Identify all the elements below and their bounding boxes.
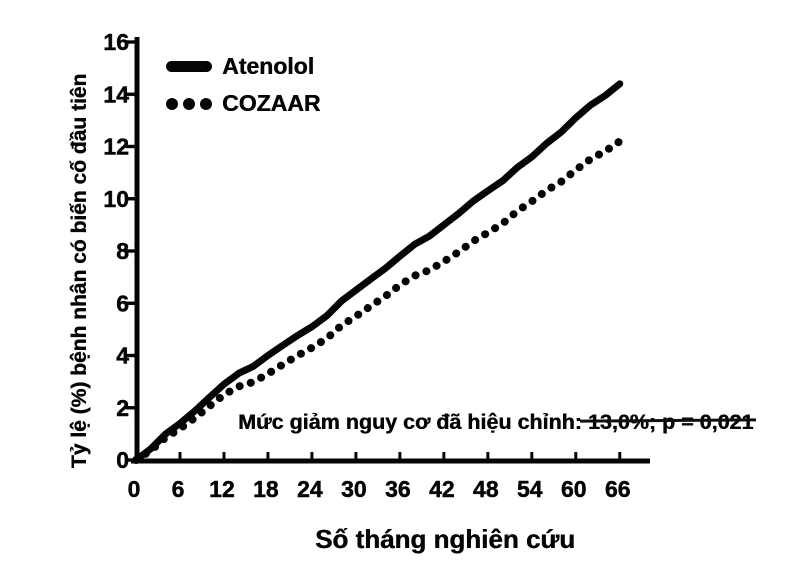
- y-axis-title: Tỷ lệ (%) bệnh nhân có biến cố đầu tiên: [68, 73, 91, 469]
- x-tick-label: 60: [561, 476, 587, 502]
- legend-label-atenolol: Atenolol: [222, 53, 314, 79]
- series-line-atenolol: [132, 80, 624, 464]
- cozaar-dotted-line-swatch: [166, 97, 212, 110]
- y-tick-label: 4: [116, 343, 129, 369]
- legend: Atenolol COZAAR: [166, 48, 320, 122]
- y-tick-label: 0: [116, 447, 129, 473]
- x-tick-label: 12: [209, 476, 235, 502]
- x-tick-label: 18: [253, 476, 279, 502]
- x-tick-label: 6: [172, 476, 185, 502]
- x-axis-title: Số tháng nghiên cứu: [314, 524, 576, 554]
- risk-reduction-annotation: Mức giảm nguy cơ đã hiệu chỉnh: 13,0%; p…: [238, 410, 753, 435]
- x-tick-label: 30: [341, 476, 367, 502]
- y-tick-label: 6: [116, 290, 129, 316]
- y-tick-label: 16: [103, 29, 129, 55]
- y-tick-label: 8: [116, 238, 129, 264]
- x-tick-label: 24: [297, 476, 323, 502]
- x-tick-label: 0: [128, 476, 141, 502]
- atenolol-solid-line-swatch: [166, 61, 212, 72]
- y-tick-label: 12: [103, 134, 129, 160]
- x-tick-label: 66: [605, 476, 631, 502]
- annotation-value: 13,0%; p = 0,021: [587, 410, 754, 434]
- x-tick-label: 54: [517, 476, 543, 502]
- y-tick-label: 14: [103, 81, 129, 107]
- legend-label-cozaar: COZAAR: [222, 90, 321, 116]
- x-tick-label: 42: [429, 476, 455, 502]
- y-tick-label: 10: [103, 186, 129, 212]
- legend-item-atenolol: Atenolol: [166, 48, 320, 85]
- x-tick-label: 36: [385, 476, 411, 502]
- series-line-cozaar: [132, 137, 624, 464]
- annotation-prefix: Mức giảm nguy cơ đã hiệu chỉnh:: [238, 410, 588, 434]
- x-tick-label: 48: [473, 476, 499, 502]
- y-tick-label: 2: [116, 395, 129, 421]
- legend-item-cozaar: COZAAR: [166, 85, 320, 122]
